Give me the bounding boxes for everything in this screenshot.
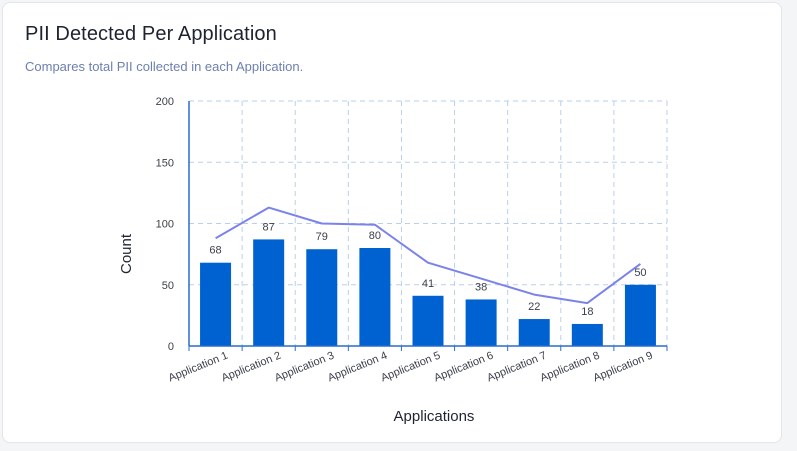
bar — [253, 239, 285, 346]
chart-subtitle: Compares total PII collected in each App… — [25, 59, 304, 74]
x-tick-label: Application 3 — [273, 350, 336, 385]
x-tick-label: Application 6 — [432, 350, 495, 385]
x-tick-label: Application 2 — [220, 350, 283, 385]
bar-value-label: 50 — [634, 267, 646, 279]
y-tick-label: 0 — [168, 341, 174, 353]
x-tick-label: Application 8 — [539, 350, 602, 385]
y-tick-label: 150 — [156, 157, 174, 169]
bar — [465, 299, 497, 346]
bar — [518, 319, 550, 346]
bar-value-label: 79 — [316, 231, 328, 243]
chart-card: PII Detected Per Application Compares to… — [2, 2, 782, 443]
x-axis-title: Applications — [394, 408, 475, 425]
bar-value-label: 80 — [369, 230, 381, 242]
bar-value-label: 38 — [475, 281, 487, 293]
x-tick-label: Application 9 — [592, 350, 655, 385]
y-tick-label: 50 — [162, 280, 174, 292]
x-tick-label: Application 7 — [485, 350, 548, 385]
chart-title: PII Detected Per Application — [25, 23, 277, 45]
bar — [571, 323, 603, 346]
bar-value-label: 22 — [528, 301, 540, 313]
bar-value-label: 68 — [209, 245, 221, 257]
bar — [624, 284, 656, 346]
series-line — [215, 206, 641, 305]
axes — [188, 101, 668, 351]
x-tick-label: Application 4 — [326, 350, 389, 385]
bars — [200, 239, 656, 346]
bar — [306, 249, 338, 346]
bar-value-label: 41 — [422, 278, 434, 290]
grid-lines — [188, 100, 668, 346]
bar — [412, 295, 444, 346]
x-tick-label: Application 1 — [167, 350, 230, 385]
y-axis-title: Count — [118, 233, 135, 274]
bar-value-label: 87 — [263, 221, 275, 233]
bar — [200, 262, 232, 346]
bar-value-label: 18 — [581, 306, 593, 318]
y-tick-label: 200 — [156, 96, 174, 108]
y-tick-label: 100 — [156, 219, 174, 231]
bar — [359, 248, 391, 346]
x-tick-label: Application 5 — [379, 350, 442, 385]
trend-line — [215, 206, 641, 305]
